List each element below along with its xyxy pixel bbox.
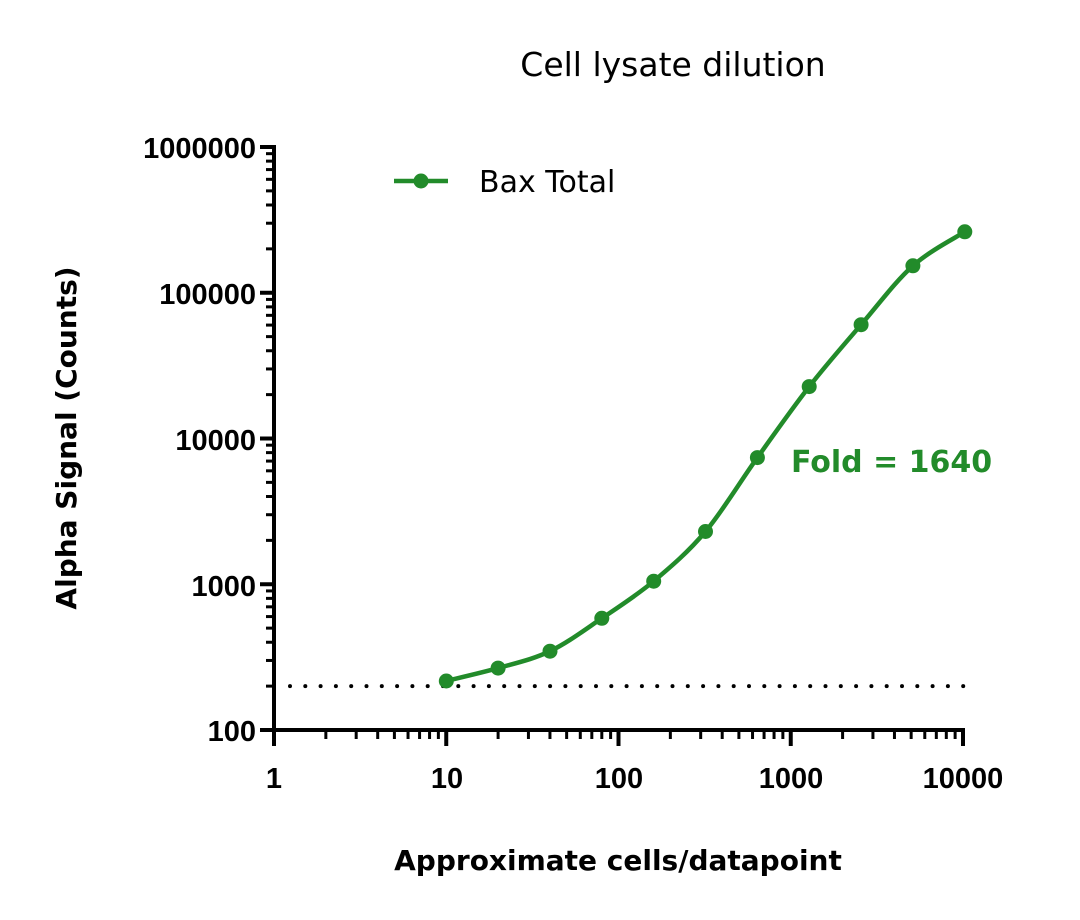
reference-dot — [578, 684, 583, 689]
reference-dot — [333, 684, 338, 689]
data-point-marker — [646, 573, 662, 589]
chart-title: Cell lysate dilution — [520, 45, 825, 84]
reference-dot — [349, 684, 354, 689]
x-tick-label: 10 — [431, 763, 463, 795]
reference-dot — [808, 684, 813, 689]
data-point-marker — [853, 317, 869, 333]
reference-dot — [288, 684, 292, 689]
fold-annotation: Fold = 1640 — [791, 445, 992, 480]
reference-dot — [655, 684, 660, 689]
reference-dot — [471, 684, 476, 689]
reference-dot — [303, 684, 308, 689]
reference-dot — [486, 684, 491, 689]
y-axis-label: Alpha Signal (Counts) — [50, 266, 83, 609]
reference-dot — [915, 684, 920, 689]
axes — [260, 145, 965, 746]
data-point-marker — [749, 450, 765, 466]
x-tick-labels: 1 10 100 1000 10000 — [266, 763, 1003, 795]
reference-dot — [609, 684, 614, 689]
reference-dot — [563, 684, 568, 689]
reference-dot — [639, 684, 644, 689]
reference-dot — [747, 684, 751, 689]
reference-dot — [410, 684, 415, 689]
y-tick-label: 1000 — [191, 571, 256, 603]
data-point-marker — [905, 258, 921, 274]
reference-dot — [594, 684, 598, 689]
reference-dot — [900, 684, 904, 689]
reference-dot — [364, 684, 369, 689]
reference-dot — [425, 684, 430, 689]
x-tick-label: 1000 — [759, 763, 824, 795]
reference-dot — [792, 684, 797, 689]
data-point-marker — [957, 224, 973, 240]
x-tick-label: 10000 — [923, 763, 1004, 795]
reference-dot — [701, 684, 706, 689]
y-tick-label: 10000 — [175, 425, 256, 457]
reference-dot — [869, 684, 874, 689]
reference-dot — [395, 684, 400, 689]
data-point-marker — [490, 660, 506, 676]
reference-dot — [731, 684, 736, 689]
data-point-marker — [594, 610, 610, 626]
reference-dot — [624, 684, 629, 689]
series-bax-total — [438, 224, 973, 689]
y-tick-label: 100 — [208, 716, 256, 748]
reference-dot — [930, 684, 935, 689]
reference-dot — [823, 684, 828, 689]
reference-dot — [517, 684, 522, 689]
x-tick-label: 100 — [595, 763, 643, 795]
series-curve — [444, 229, 968, 684]
reference-dot — [762, 684, 767, 689]
reference-dot — [502, 684, 507, 689]
reference-dot — [945, 684, 950, 689]
reference-dot — [884, 684, 889, 689]
data-point-marker — [698, 524, 713, 539]
legend-marker-icon — [413, 173, 429, 189]
y-tick-label: 100000 — [159, 279, 256, 311]
reference-dot — [685, 684, 690, 689]
reference-dot — [961, 684, 966, 689]
data-point-marker — [542, 643, 558, 659]
reference-dot — [532, 684, 537, 689]
legend: Bax Total — [394, 165, 615, 200]
background-reference-line — [288, 684, 966, 689]
data-point-marker — [801, 379, 817, 395]
x-axis-label: Approximate cells/datapoint — [394, 844, 842, 877]
reference-dot — [548, 684, 553, 689]
y-tick-label: 1000000 — [143, 133, 256, 165]
data-point-marker — [438, 673, 454, 689]
reference-dot — [318, 684, 323, 689]
reference-dot — [379, 684, 384, 689]
x-tick-label: 1 — [266, 763, 282, 795]
reference-dot — [838, 684, 843, 689]
reference-dot — [670, 684, 675, 689]
reference-dot — [716, 684, 721, 689]
reference-dot — [854, 684, 859, 689]
reference-dot — [456, 684, 461, 689]
reference-dot — [777, 684, 782, 689]
y-tick-labels: 1000000 100000 10000 1000 100 — [143, 133, 256, 748]
legend-label: Bax Total — [479, 165, 615, 200]
